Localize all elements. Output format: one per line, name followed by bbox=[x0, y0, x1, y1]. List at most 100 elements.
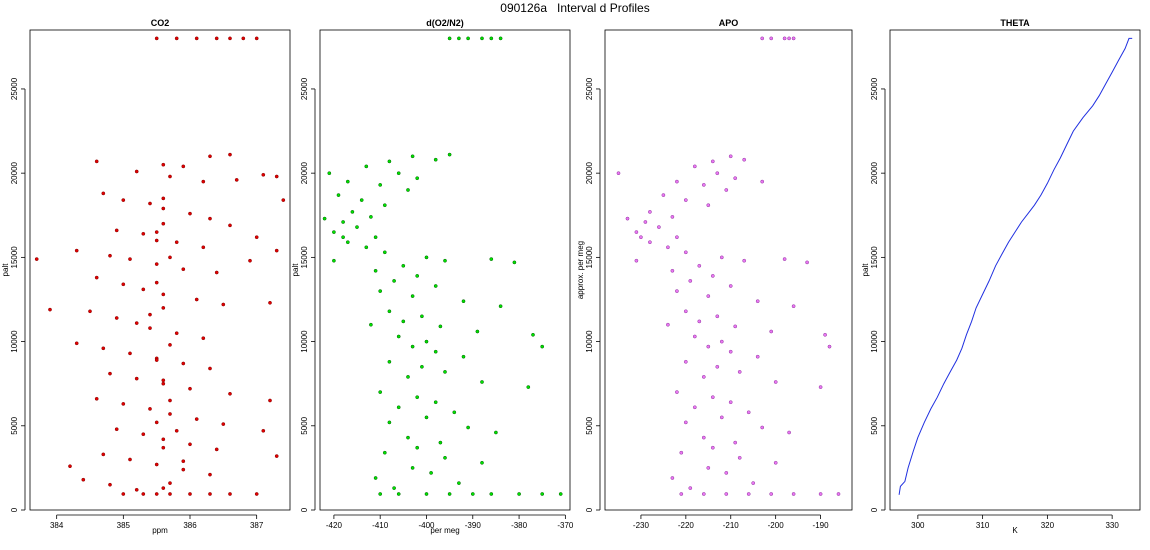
data-point bbox=[692, 405, 697, 410]
data-point bbox=[688, 279, 693, 283]
data-point bbox=[341, 235, 345, 240]
data-point bbox=[648, 240, 652, 245]
data-point bbox=[369, 322, 373, 327]
y-axis-label: palt bbox=[1, 263, 10, 277]
data-point bbox=[355, 225, 359, 229]
data-point bbox=[639, 235, 643, 240]
x-tick-label: -230 bbox=[633, 521, 650, 530]
data-point bbox=[773, 460, 778, 465]
data-point bbox=[378, 289, 383, 293]
data-point bbox=[154, 238, 159, 243]
data-point bbox=[208, 492, 212, 496]
data-point bbox=[194, 36, 199, 41]
data-point bbox=[268, 300, 272, 305]
data-point bbox=[201, 336, 206, 341]
data-point bbox=[168, 255, 172, 260]
data-point bbox=[88, 309, 92, 314]
data-point bbox=[114, 316, 119, 320]
data-point bbox=[701, 183, 706, 187]
data-point bbox=[719, 415, 724, 420]
data-point bbox=[369, 215, 373, 219]
data-point bbox=[406, 188, 410, 192]
data-point bbox=[769, 492, 774, 496]
data-point bbox=[447, 36, 452, 41]
data-point bbox=[692, 164, 697, 169]
data-point bbox=[188, 442, 192, 447]
data-point bbox=[322, 216, 327, 221]
data-point bbox=[228, 36, 232, 41]
data-point bbox=[201, 179, 206, 184]
data-point bbox=[364, 245, 369, 250]
data-point bbox=[683, 420, 688, 425]
data-point bbox=[382, 450, 387, 455]
data-point bbox=[679, 492, 684, 496]
data-point bbox=[498, 36, 503, 41]
data-point bbox=[134, 487, 139, 492]
data-point bbox=[228, 152, 232, 157]
data-point bbox=[174, 240, 179, 245]
data-point bbox=[364, 164, 369, 169]
data-point bbox=[728, 154, 733, 159]
data-point bbox=[378, 183, 383, 187]
data-point bbox=[114, 427, 119, 432]
data-point bbox=[827, 344, 832, 349]
data-point bbox=[498, 304, 503, 309]
x-axis-label: ppm bbox=[152, 526, 168, 535]
data-point bbox=[648, 210, 652, 214]
x-tick-label: -190 bbox=[813, 521, 830, 530]
data-point bbox=[350, 210, 355, 214]
data-point bbox=[438, 324, 443, 329]
data-point bbox=[396, 334, 401, 339]
data-point bbox=[387, 309, 392, 314]
data-point bbox=[755, 299, 760, 304]
data-point bbox=[387, 159, 392, 164]
data-point bbox=[675, 390, 679, 394]
y-tick-label: 10000 bbox=[585, 330, 594, 353]
data-point bbox=[429, 471, 433, 475]
data-point bbox=[387, 359, 392, 364]
data-point bbox=[818, 492, 823, 496]
data-point bbox=[345, 179, 350, 184]
data-point bbox=[724, 188, 729, 192]
data-point bbox=[121, 402, 126, 406]
x-tick-label: 385 bbox=[117, 521, 131, 530]
data-point bbox=[392, 486, 396, 490]
data-point bbox=[724, 492, 729, 496]
data-point bbox=[181, 267, 186, 272]
data-point bbox=[710, 445, 715, 450]
data-point bbox=[382, 203, 387, 208]
data-point bbox=[818, 385, 823, 389]
data-point bbox=[101, 191, 106, 196]
data-point bbox=[406, 375, 410, 379]
x-tick-label: 320 bbox=[1041, 521, 1055, 530]
data-point bbox=[517, 492, 521, 496]
data-point bbox=[447, 152, 452, 157]
data-point bbox=[424, 415, 429, 420]
x-tick-label: 300 bbox=[911, 521, 925, 530]
y-tick-label: 5000 bbox=[10, 416, 19, 434]
data-point bbox=[141, 492, 146, 496]
data-point bbox=[188, 492, 192, 496]
panel-title: THETA bbox=[1000, 18, 1030, 28]
data-point bbox=[336, 193, 341, 197]
y-tick-label: 5000 bbox=[870, 416, 879, 434]
data-point bbox=[728, 400, 733, 405]
y-tick-label: 15000 bbox=[870, 246, 879, 269]
data-point bbox=[737, 370, 742, 374]
data-point bbox=[121, 198, 126, 202]
x-tick-label: -370 bbox=[557, 521, 574, 530]
data-point bbox=[154, 462, 159, 467]
data-point bbox=[791, 304, 796, 309]
y-tick-label: 25000 bbox=[585, 77, 594, 100]
data-point bbox=[616, 171, 621, 176]
data-point bbox=[161, 292, 166, 297]
data-point bbox=[701, 435, 706, 440]
panel-theta: THETA 300 310 320 330 K 0 5000 10000 15000 20000 25… bbox=[861, 18, 1141, 535]
data-point bbox=[675, 235, 679, 240]
data-point bbox=[194, 417, 199, 421]
panel-title: APO bbox=[719, 18, 739, 28]
data-point bbox=[188, 211, 192, 216]
data-point bbox=[715, 314, 720, 319]
data-point bbox=[805, 260, 809, 265]
x-tick-label: -210 bbox=[723, 521, 740, 530]
